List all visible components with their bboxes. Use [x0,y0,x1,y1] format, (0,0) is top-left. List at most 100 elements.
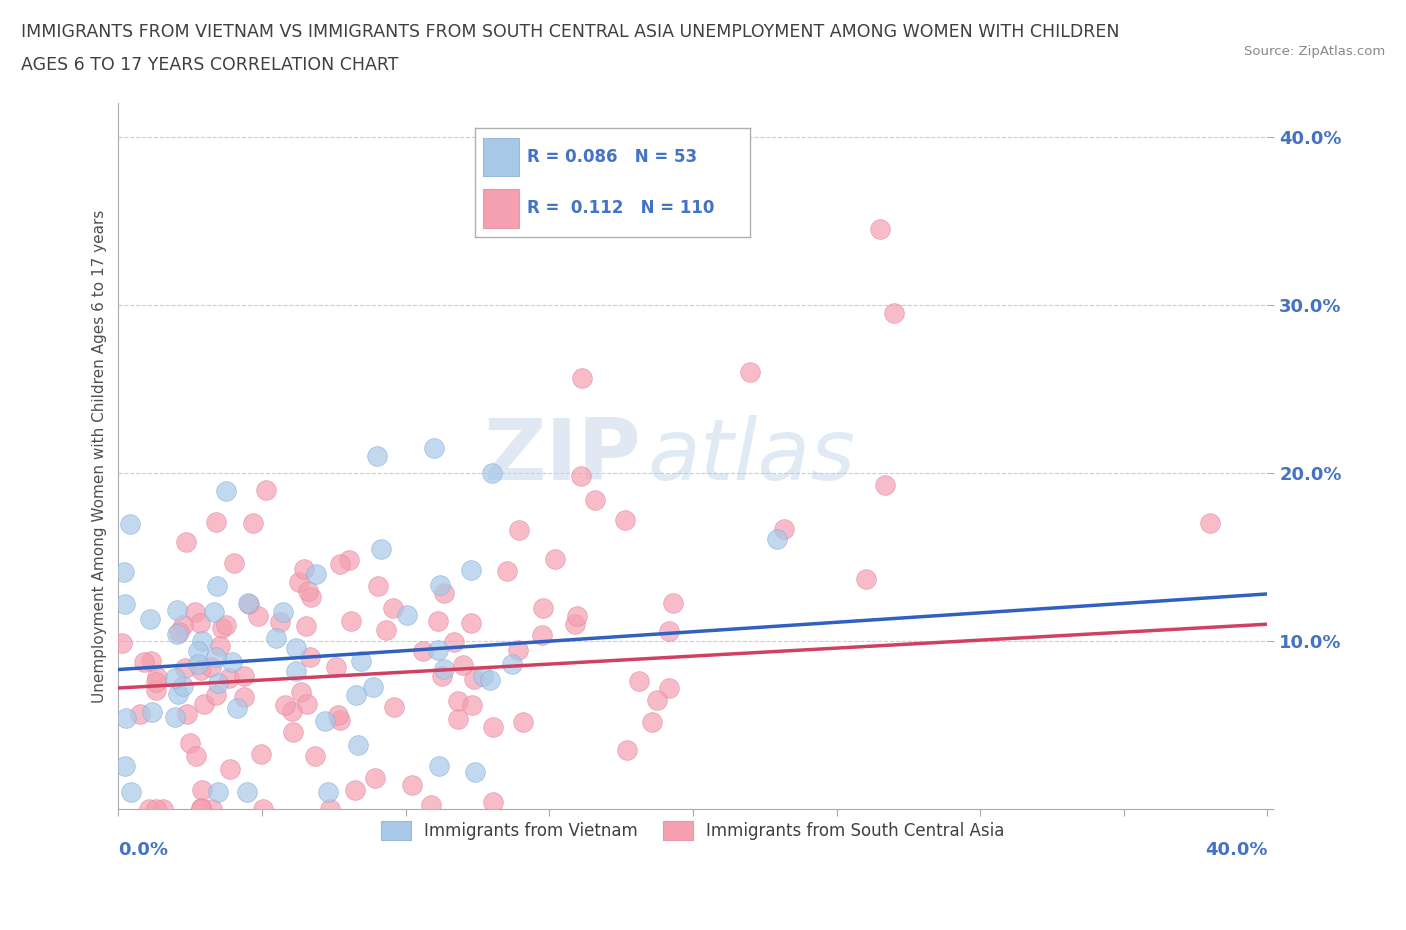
Point [512,714,534,729]
Point [429,578,451,592]
Point [460,616,482,631]
Point [139,654,162,669]
Point [329,557,352,572]
Point [174,535,197,550]
Legend: Immigrants from Vietnam, Immigrants from South Central Asia: Immigrants from Vietnam, Immigrants from… [374,814,1011,846]
Point [285,641,308,656]
Point [190,663,212,678]
Point [364,770,387,785]
Point [869,222,891,237]
Point [883,306,905,321]
Point [294,618,316,633]
Point [616,742,638,757]
Point [564,616,586,631]
Point [172,618,194,632]
Point [478,672,501,687]
Point [641,714,664,729]
Text: AGES 6 TO 17 YEARS CORRELATION CHART: AGES 6 TO 17 YEARS CORRELATION CHART [21,56,398,73]
Point [290,684,312,699]
Point [281,724,304,739]
Point [381,601,404,616]
Point [273,698,295,712]
Point [205,649,228,664]
Point [250,746,273,761]
Point [350,654,373,669]
Point [285,664,308,679]
Point [269,615,291,630]
Point [463,671,485,686]
Point [110,635,132,650]
Point [138,802,160,817]
Point [281,703,304,718]
Point [252,802,274,817]
Text: Source: ZipAtlas.com: Source: ZipAtlas.com [1244,45,1385,58]
Point [319,802,342,817]
Point [340,614,363,629]
Point [427,759,450,774]
Point [297,584,319,599]
Point [433,662,456,677]
Point [218,762,240,777]
Point [139,611,162,626]
Point [740,365,762,379]
Point [314,714,336,729]
Point [855,571,877,586]
Point [166,603,188,618]
Point [481,466,503,481]
Point [471,669,494,684]
Point [288,575,311,590]
Point [191,633,214,648]
Point [191,782,214,797]
Point [531,601,554,616]
Text: IMMIGRANTS FROM VIETNAM VS IMMIGRANTS FROM SOUTH CENTRAL ASIA UNEMPLOYMENT AMONG: IMMIGRANTS FROM VIETNAM VS IMMIGRANTS FR… [21,23,1119,41]
Point [176,707,198,722]
Text: atlas: atlas [647,415,855,498]
Y-axis label: Unemployment Among Women with Children Ages 6 to 17 years: Unemployment Among Women with Children A… [93,209,107,703]
Point [236,595,259,610]
Point [246,608,269,623]
Point [766,531,789,546]
Point [165,710,187,724]
Point [145,802,167,817]
Point [304,749,326,764]
Point [145,683,167,698]
Point [426,614,449,629]
Point [184,604,207,619]
Point [658,623,681,638]
Point [412,644,434,658]
Point [443,635,465,650]
Point [506,643,529,658]
Point [167,686,190,701]
Point [328,708,350,723]
Point [211,620,233,635]
Point [401,777,423,792]
Point [179,736,201,751]
Point [318,785,340,800]
Point [299,590,322,604]
Point [214,484,236,498]
Point [112,565,135,579]
Point [482,794,505,809]
Point [873,477,896,492]
Point [134,655,156,670]
Point [346,687,368,702]
Point [361,680,384,695]
Point [426,643,449,658]
Point [114,711,136,725]
Point [614,512,637,527]
Point [370,541,392,556]
Point [242,516,264,531]
Point [423,440,446,455]
Point [1199,516,1222,531]
Point [145,675,167,690]
Point [460,562,482,577]
Point [224,555,246,570]
Point [508,523,530,538]
Point [347,737,370,752]
Point [271,604,294,619]
Point [628,673,651,688]
Point [129,707,152,722]
Point [305,567,328,582]
Point [235,785,257,800]
Point [120,785,142,800]
